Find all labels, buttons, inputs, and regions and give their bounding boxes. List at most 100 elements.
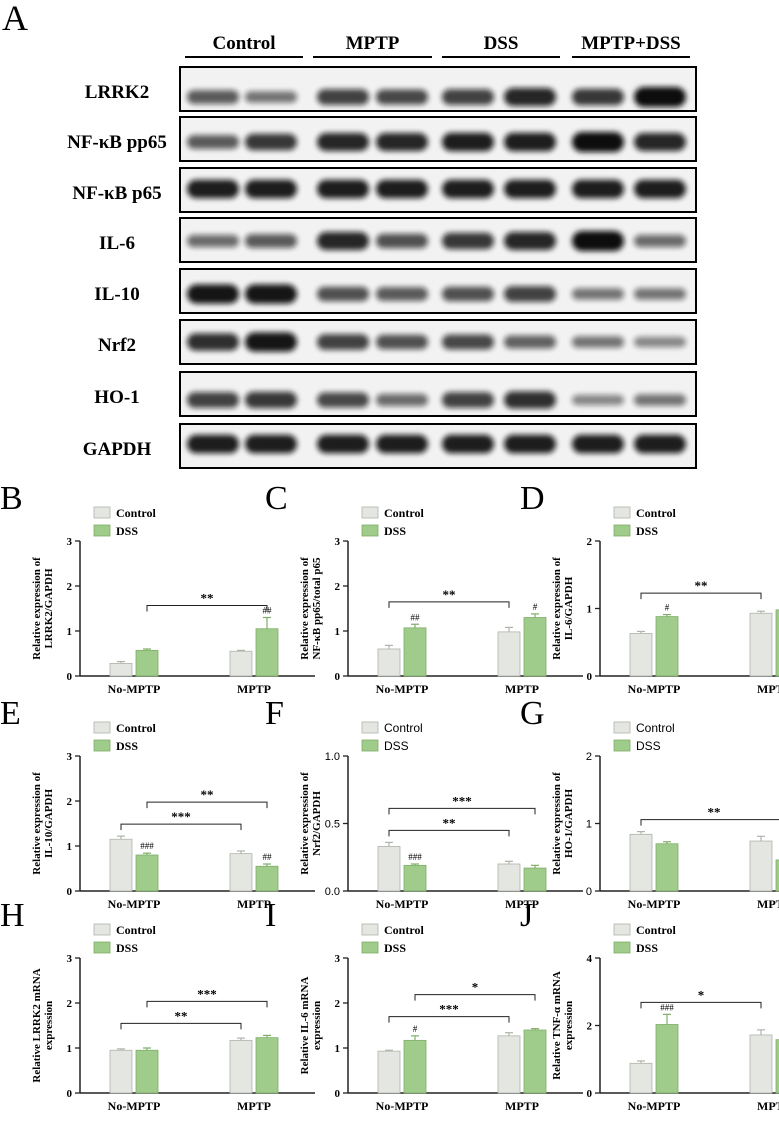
blot-row-label: Nrf2 (98, 335, 136, 356)
legend-label-dss: DSS (384, 524, 406, 538)
legend-label-dss: DSS (636, 739, 661, 753)
x-tick-label: MPTP (757, 897, 779, 911)
bar-dss (655, 616, 679, 677)
blot-band (634, 179, 686, 199)
bar-control (377, 648, 401, 677)
bar-dss (135, 854, 159, 892)
y-tick-label: 2 (586, 751, 592, 763)
y-axis-title-line: HO-1/GAPDH (563, 789, 575, 858)
significance-bracket (146, 1000, 268, 1008)
legend-label-dss: DSS (116, 739, 138, 753)
significance-bracket (640, 1001, 762, 1009)
legend-swatch-control (93, 721, 111, 734)
significance-bracket (388, 807, 536, 815)
significance-bracket (640, 592, 762, 600)
y-axis-title-line: IL-10/GAPDH (43, 789, 55, 859)
bar-dss (523, 617, 547, 677)
panel-label-a: A (2, 0, 28, 38)
significance-hash: ## (411, 612, 421, 622)
blot-band (442, 179, 494, 199)
y-tick-label: 2 (587, 536, 593, 548)
panel-label-h: H (0, 897, 25, 934)
legend-swatch-control (93, 923, 111, 936)
blot-band (442, 334, 494, 350)
panel-label-j: J (520, 897, 533, 934)
y-axis-title-line: Relative expression of (551, 772, 563, 875)
y-tick-label: 0 (586, 886, 592, 898)
blot-band (442, 232, 494, 250)
panel-label-c: C (265, 480, 288, 517)
blot-band (245, 284, 297, 304)
y-tick-label: 1 (586, 819, 592, 831)
significance-hash: ### (140, 841, 154, 851)
y-axis-title: Relative expression ofLRRK2/GAPDH (31, 557, 55, 660)
significance-stars: ** (443, 587, 456, 602)
y-axis-title: Relative expression ofIL-10/GAPDH (31, 772, 55, 875)
bar-dss (775, 859, 779, 892)
y-tick-label: 0 (67, 886, 73, 898)
blot-band (634, 87, 686, 107)
y-axis-title-line: Nrf2/GAPDH (311, 791, 323, 856)
x-tick-label: No-MPTP (376, 1099, 429, 1113)
y-axis-title-line: Relative expression of (299, 772, 311, 875)
blot-band (572, 132, 624, 152)
x-tick-label: No-MPTP (628, 1099, 681, 1113)
legend-swatch-control (613, 721, 631, 734)
y-tick-label: 2 (67, 796, 73, 808)
legend-label-control: Control (636, 721, 675, 735)
chart-j: J 0 2 4 Relative TNF-α mRNAexpression Control… (520, 897, 779, 1113)
blot-band (317, 232, 369, 250)
y-axis-title: Relative expression ofIL-6/GAPDH (551, 557, 575, 660)
bar-control (377, 1050, 401, 1094)
y-axis-title-line: expression (311, 1001, 323, 1050)
blot-band (187, 434, 239, 454)
bar-control (749, 1034, 773, 1094)
significance-stars: *** (197, 986, 217, 1001)
bar-control (629, 1062, 653, 1094)
legend-swatch-dss (93, 739, 111, 752)
blot-band (187, 392, 239, 408)
chart-h: H 0 1 2 3 Relative LRRK2 mRNAexpression Contro… (0, 897, 315, 1113)
significance-bracket (388, 1016, 510, 1023)
bar-dss (255, 628, 279, 677)
x-tick-label: No-MPTP (628, 682, 681, 696)
x-tick-label: No-MPTP (108, 1099, 161, 1113)
bar-control (229, 650, 253, 677)
legend-label-dss: DSS (384, 941, 406, 955)
blot-band (634, 394, 686, 406)
panel-label-e: E (0, 695, 21, 732)
significance-stars: ** (695, 578, 708, 593)
legend-label-dss: DSS (116, 941, 138, 955)
y-tick-label: 2 (67, 998, 73, 1010)
blot-band (317, 434, 369, 454)
group-header-2: MPTP (346, 33, 400, 54)
legend-label-control: Control (384, 506, 424, 520)
western-blot-panel: A Control MPTP DSS MPTP+DSS LRRK2 NF-κB pp65 NF… (2, 0, 697, 469)
y-tick-label: 3 (67, 953, 73, 965)
bar-control (229, 1039, 253, 1094)
legend-label-dss: DSS (116, 524, 138, 538)
blot-band (376, 133, 428, 151)
bar-dss (523, 1029, 547, 1094)
blot-band (572, 88, 624, 106)
y-tick-label: 4 (587, 953, 593, 965)
blot-band (442, 89, 494, 105)
legend-swatch-dss (93, 941, 111, 954)
y-tick-label: 2 (587, 1021, 593, 1033)
blot-band (376, 434, 428, 454)
significance-bracket (120, 1022, 242, 1030)
blot-band (245, 391, 297, 409)
y-tick-label: 1 (67, 1043, 73, 1055)
blot-row-label: GAPDH (83, 439, 152, 460)
blot-band (442, 392, 494, 408)
blot-band (504, 179, 556, 199)
significance-stars: * (472, 980, 479, 995)
blot-band (376, 89, 428, 105)
bar-control (109, 838, 133, 892)
group-header-3: DSS (484, 33, 519, 54)
blot-band (187, 333, 239, 351)
